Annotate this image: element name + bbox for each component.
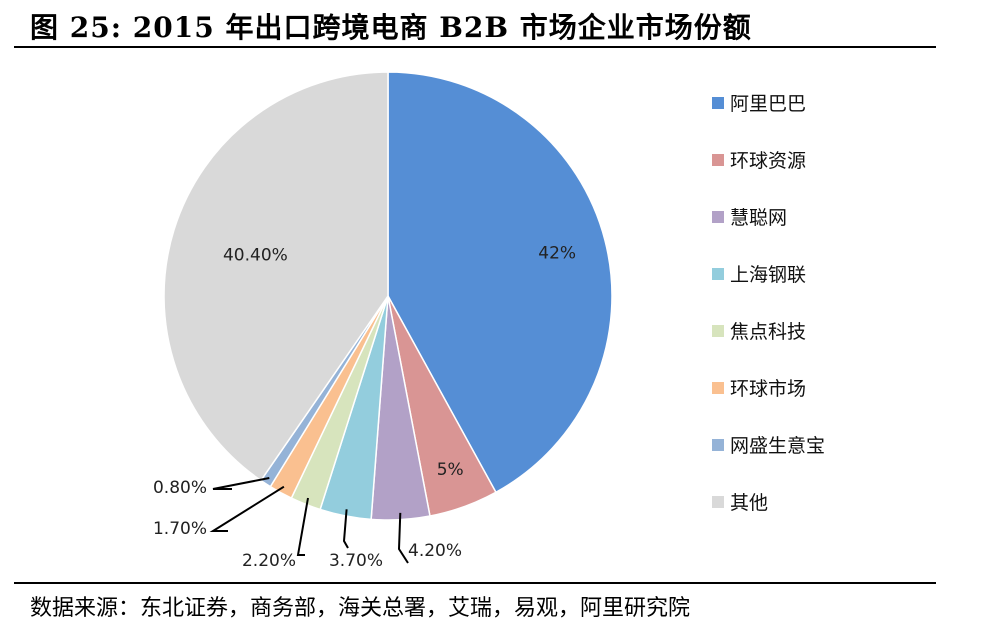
legend-label: 阿里巴巴 <box>730 93 806 115</box>
legend-label: 焦点科技 <box>730 321 806 343</box>
figure-title: 图 25: 2015 年出口跨境电商 B2B 市场企业市场份额 <box>30 11 752 44</box>
legend-label: 上海钢联 <box>730 264 806 286</box>
slice-data-label: 5% <box>437 460 464 480</box>
leader-line <box>342 509 349 549</box>
legend-swatch <box>712 439 724 451</box>
legend-swatch <box>712 154 724 166</box>
pie-slices <box>163 71 613 521</box>
slice-data-label: 0.80% <box>153 478 207 498</box>
legend-swatch <box>712 382 724 394</box>
source-note: 数据来源：东北证券，商务部，海关总署，艾瑞，易观，阿里研究院 <box>30 596 691 621</box>
source-rule <box>14 582 936 584</box>
legend-label: 网盛生意宝 <box>730 435 825 457</box>
title-rule <box>14 46 936 48</box>
leader-line <box>397 512 409 564</box>
legend-label: 其他 <box>730 492 768 514</box>
legend-swatch <box>712 325 724 337</box>
legend-label: 环球资源 <box>730 150 806 172</box>
leader-line <box>212 477 270 490</box>
slice-data-label: 3.70% <box>329 551 383 571</box>
slice-data-label: 4.20% <box>408 541 462 561</box>
leader-line <box>209 485 285 532</box>
slice-data-label: 1.70% <box>153 519 207 539</box>
slice-data-label: 42% <box>538 244 576 264</box>
slice-data-label: 40.40% <box>223 246 288 266</box>
leader-lines <box>209 477 409 564</box>
legend-swatch <box>712 97 724 109</box>
legend-swatch <box>712 496 724 508</box>
legend-label: 慧聪网 <box>730 207 787 229</box>
slice-labels: 42% 5% 4.20% 3.70% 2.20% 1.70% 0.80% 40.40% <box>153 244 576 572</box>
leader-line <box>296 497 309 556</box>
legend-swatch <box>712 211 724 223</box>
legend-swatch <box>712 268 724 280</box>
legend-label: 环球市场 <box>730 378 806 400</box>
pie-slice <box>387 71 613 494</box>
pie-slice <box>163 71 389 482</box>
slice-data-label: 2.20% <box>242 551 296 571</box>
